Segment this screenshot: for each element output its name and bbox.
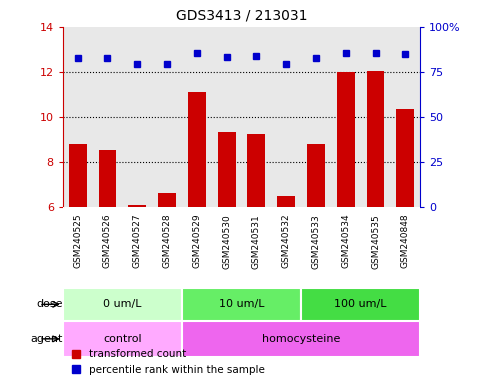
Text: GSM240527: GSM240527 bbox=[133, 214, 142, 268]
Bar bbox=[337, 72, 355, 207]
Bar bbox=[247, 134, 265, 207]
Bar bbox=[367, 71, 384, 207]
Text: GSM240535: GSM240535 bbox=[371, 214, 380, 268]
Text: GSM240529: GSM240529 bbox=[192, 214, 201, 268]
Bar bbox=[63, 288, 182, 321]
Bar bbox=[307, 144, 325, 207]
Text: GSM240534: GSM240534 bbox=[341, 214, 350, 268]
Text: GSM240531: GSM240531 bbox=[252, 214, 261, 268]
Text: GSM240528: GSM240528 bbox=[163, 214, 171, 268]
Text: dose: dose bbox=[36, 299, 63, 310]
Bar bbox=[99, 150, 116, 207]
Text: homocysteine: homocysteine bbox=[262, 334, 340, 344]
Bar bbox=[397, 109, 414, 207]
Text: agent: agent bbox=[30, 334, 63, 344]
Bar bbox=[182, 288, 301, 321]
Text: GSM240533: GSM240533 bbox=[312, 214, 320, 268]
Text: control: control bbox=[103, 334, 142, 344]
Bar bbox=[218, 132, 236, 207]
Bar bbox=[69, 144, 86, 207]
Bar bbox=[158, 193, 176, 207]
Text: GSM240532: GSM240532 bbox=[282, 214, 291, 268]
Text: GSM240530: GSM240530 bbox=[222, 214, 231, 268]
Bar bbox=[277, 196, 295, 207]
Text: 10 um/L: 10 um/L bbox=[219, 299, 264, 310]
Text: GSM240848: GSM240848 bbox=[401, 214, 410, 268]
Legend: transformed count, percentile rank within the sample: transformed count, percentile rank withi… bbox=[68, 345, 269, 379]
Text: 0 um/L: 0 um/L bbox=[103, 299, 142, 310]
Bar bbox=[182, 321, 420, 357]
Bar bbox=[63, 321, 182, 357]
Title: GDS3413 / 213031: GDS3413 / 213031 bbox=[176, 9, 307, 23]
Bar bbox=[128, 205, 146, 207]
Text: 100 um/L: 100 um/L bbox=[334, 299, 387, 310]
Text: GSM240526: GSM240526 bbox=[103, 214, 112, 268]
Text: GSM240525: GSM240525 bbox=[73, 214, 82, 268]
Bar bbox=[301, 288, 420, 321]
Bar bbox=[188, 92, 206, 207]
